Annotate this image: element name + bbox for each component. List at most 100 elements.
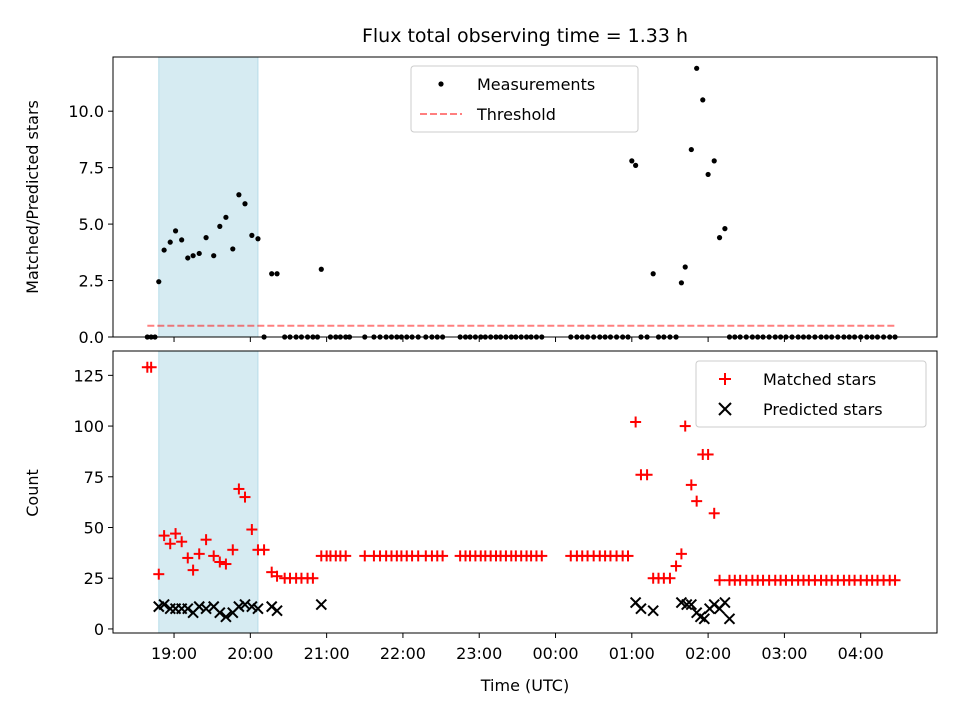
matched-star-point — [437, 550, 449, 562]
matched-star-point — [170, 528, 182, 540]
x-tick-label: 03:00 — [761, 644, 807, 663]
measurement-point — [274, 271, 280, 277]
measurement-point — [694, 65, 700, 71]
measurement-point — [196, 250, 202, 257]
measurement-point — [705, 171, 711, 178]
bottom-highlight-span — [158, 350, 259, 634]
top-x-ticks — [173, 337, 862, 342]
bottom-x-ticks: 19:00 20:00 21:00 22:00 23:00 00:00 01:00 02:00… — [151, 633, 884, 663]
matched-star-point — [182, 552, 194, 564]
measurement-point — [318, 266, 324, 272]
legend-matched-label: Matched stars — [763, 370, 876, 389]
predicted-star-point — [719, 596, 731, 609]
measurement-point — [688, 146, 694, 153]
measurement-point — [203, 235, 209, 241]
y-tick-label: 25 — [84, 569, 104, 588]
predicted-star-point — [233, 600, 245, 613]
legend-matched-marker — [719, 373, 731, 385]
matched-star-point — [153, 568, 165, 580]
bottom-panel: 0 25 50 75 100 125 19:00 20:00 21:00 22:00 23:00 0… — [23, 350, 938, 695]
top-highlight-span — [158, 56, 259, 338]
measurement-point — [242, 201, 248, 207]
y-tick-label: 5.0 — [79, 215, 104, 234]
y-tick-label: 50 — [84, 519, 104, 538]
measurement-point — [249, 232, 255, 238]
top-panel: Flux total observing time = 1.33 h 0.0 2.… — [23, 25, 938, 347]
measurement-point — [269, 271, 275, 277]
legend-threshold-label: Threshold — [476, 105, 556, 124]
measurement-point — [236, 192, 242, 198]
bottom-plot-frame — [112, 350, 938, 634]
measurement-point — [217, 223, 223, 229]
matched-star-point — [145, 361, 157, 373]
predicted-star-point — [685, 598, 698, 611]
legend-measurements-marker — [438, 81, 444, 87]
matched-star-point — [208, 550, 220, 562]
bottom-legend: Matched stars Predicted stars — [695, 360, 927, 428]
measurement-point — [711, 158, 717, 164]
matched-star-point — [164, 538, 176, 550]
matched-star-point — [239, 491, 251, 503]
x-tick-label: 22:00 — [380, 644, 426, 663]
matched-star-point — [271, 570, 283, 582]
predicted-star-point — [214, 607, 226, 619]
measurement-point — [167, 239, 173, 245]
predicted-star-point — [723, 613, 736, 625]
matched-star-point — [675, 548, 687, 560]
bottom-y-ticks: 0 25 50 75 100 125 — [73, 366, 113, 639]
x-axis-label: Time (UTC) — [480, 676, 569, 695]
matched-star-point — [193, 548, 205, 560]
predicted-star-point — [220, 611, 232, 623]
legend-predicted-marker — [718, 402, 732, 416]
matched-star-point — [227, 544, 239, 556]
matched-star-point — [158, 530, 170, 542]
measurement-point — [722, 226, 728, 232]
predicted-star-point — [647, 604, 659, 617]
top-y-axis-label: Matched/Predicted stars — [23, 100, 42, 294]
measurement-point — [255, 236, 261, 242]
x-tick-label: 20:00 — [227, 644, 273, 663]
measurement-point — [682, 264, 688, 270]
measurement-point — [650, 271, 656, 277]
measurement-point — [633, 162, 639, 168]
predicted-star-point — [239, 598, 251, 611]
matched-star-point — [246, 524, 258, 536]
measurement-point — [211, 253, 217, 259]
y-tick-label: 75 — [84, 468, 104, 487]
matched-star-point — [714, 574, 726, 586]
matched-star-point — [214, 556, 226, 568]
matched-star-point — [187, 564, 199, 576]
predicted-star-point — [252, 602, 264, 615]
measurement-point — [179, 237, 185, 243]
y-tick-label: 10.0 — [68, 102, 104, 121]
bottom-marks — [141, 361, 901, 625]
matched-star-point — [340, 550, 352, 562]
measurement-point — [161, 247, 167, 253]
matched-star-point — [641, 469, 653, 481]
matched-star-point — [679, 420, 691, 432]
y-tick-label: 2.5 — [79, 272, 104, 291]
matched-star-point — [233, 483, 245, 495]
y-tick-label: 125 — [73, 366, 104, 385]
legend-predicted-label: Predicted stars — [763, 400, 883, 419]
measurement-point — [629, 158, 635, 164]
matched-star-point — [258, 544, 270, 556]
x-tick-label: 21:00 — [304, 644, 350, 663]
x-tick-label: 01:00 — [609, 644, 655, 663]
matched-star-point — [685, 479, 697, 491]
measurement-point — [185, 255, 191, 261]
predicted-star-point — [158, 598, 170, 611]
measurement-point — [678, 280, 685, 286]
matched-star-point — [670, 560, 682, 572]
measurement-point — [190, 253, 196, 259]
y-tick-label: 0.0 — [79, 328, 104, 347]
predicted-star-point — [635, 602, 647, 615]
matched-star-point — [889, 574, 901, 586]
matched-star-point — [220, 558, 232, 570]
matched-star-point — [536, 550, 548, 562]
predicted-star-point — [681, 598, 693, 611]
bottom-y-axis-label: Count — [23, 469, 42, 517]
x-tick-label: 02:00 — [685, 644, 731, 663]
predicted-star-point — [698, 613, 711, 625]
